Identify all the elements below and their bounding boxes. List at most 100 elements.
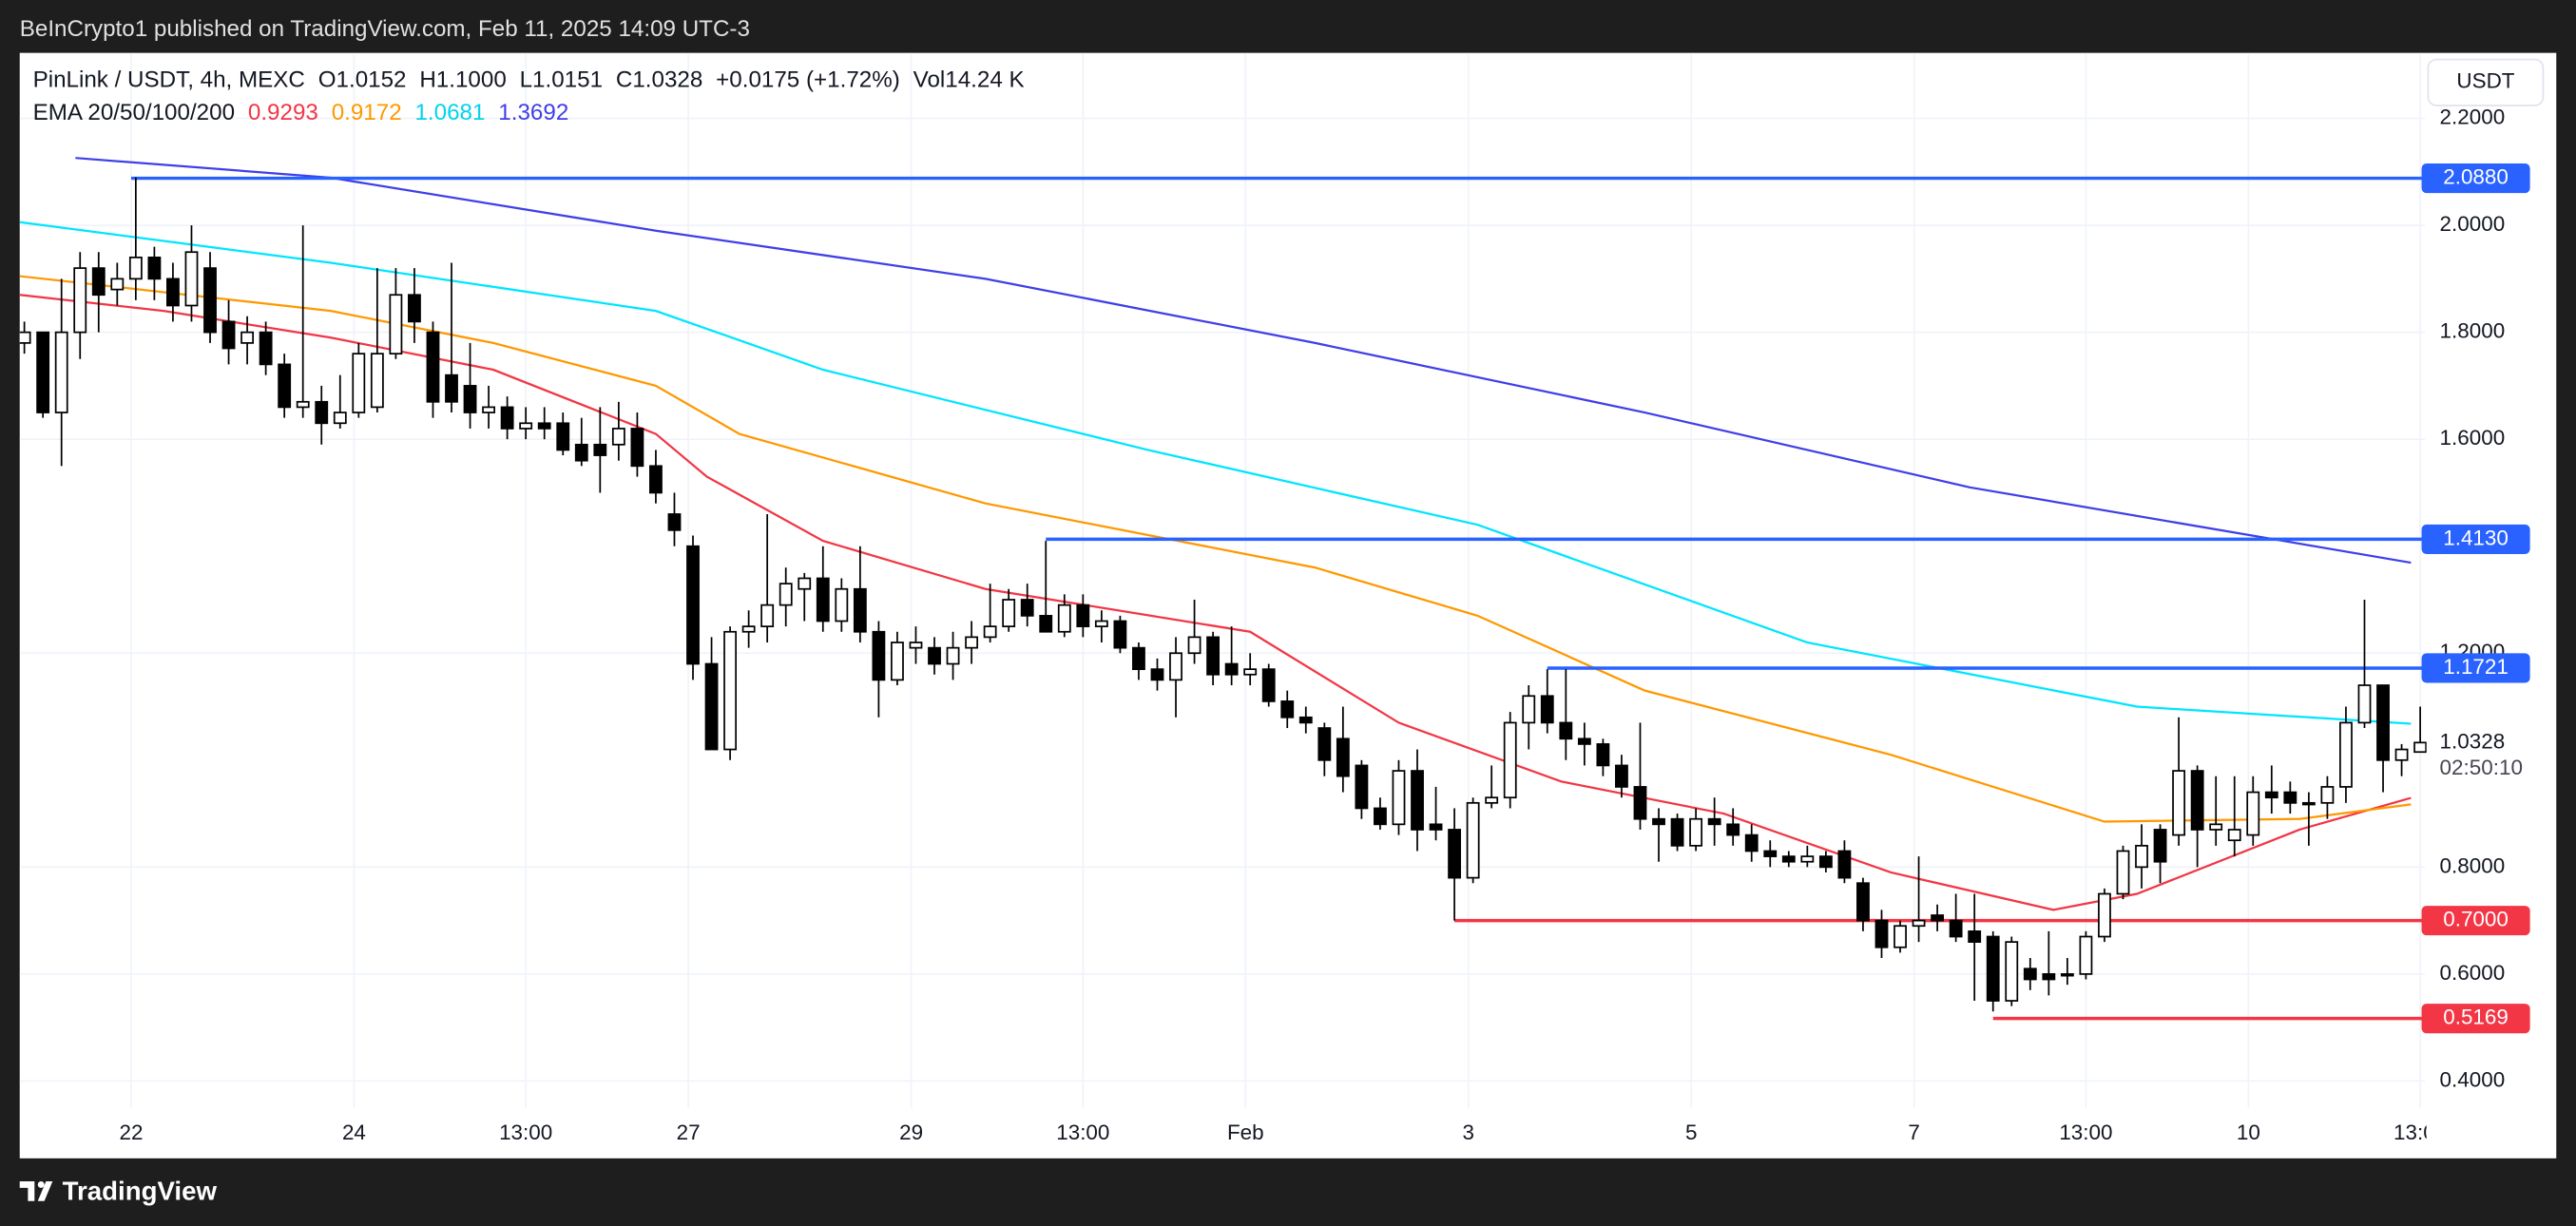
candle-body <box>166 278 180 307</box>
candle-body <box>1800 855 1815 863</box>
candle-body <box>1113 620 1127 649</box>
candle-body <box>1577 738 1591 745</box>
candle-body <box>1707 817 1721 826</box>
symbol-label: PinLink / USDT, 4h, MEXC <box>33 67 305 92</box>
x-axis: 22 24 13:00 27 29 13:00 Feb 3 5 7 13:00 10 13:00 <box>119 1121 2447 1144</box>
candle-body <box>704 662 719 751</box>
level-tag <box>2421 1004 2530 1034</box>
x-tick-label: 27 <box>677 1121 701 1144</box>
candle-body <box>2135 844 2148 869</box>
candle-body <box>2283 791 2297 804</box>
candle-body <box>1633 786 1647 820</box>
price-tags: 2.0880 1.4130 1.1721 0.7000 0.5169 1.0328 02:5… <box>2421 163 2530 1034</box>
candle-body <box>240 331 255 344</box>
x-tick-label: 13:00 <box>2393 1121 2447 1144</box>
candle-body <box>352 353 366 413</box>
level-tag-label: 2.0880 <box>2443 165 2509 189</box>
y-tick-label: 0.4000 <box>2440 1067 2506 1091</box>
candle-body <box>147 256 162 280</box>
candle-body <box>1094 620 1108 627</box>
candle-body <box>2413 741 2427 754</box>
candle-body <box>1243 668 1258 676</box>
candle-body <box>611 428 625 446</box>
candle-body <box>1856 882 1870 922</box>
candle-body <box>2320 786 2335 804</box>
y-tick-label: 1.8000 <box>2440 319 2506 343</box>
candle-body <box>1968 930 1982 943</box>
candle-body <box>2042 973 2056 981</box>
candle-body <box>1522 695 1536 724</box>
candle-body <box>1002 599 1016 627</box>
candle-body <box>983 625 997 639</box>
candle-body <box>1763 850 1778 857</box>
level-tag-label: 0.5169 <box>2443 1006 2509 1029</box>
candle-body <box>1912 919 1926 928</box>
candle-body <box>1392 770 1406 826</box>
candle-body <box>1485 796 1499 804</box>
ema-value: 0.9172 <box>332 100 402 125</box>
candle-body <box>630 428 644 468</box>
ema-line <box>75 157 2412 565</box>
candle-body <box>965 636 979 649</box>
currency-label[interactable]: USDT <box>2456 69 2514 93</box>
last-price-label: 1.0328 <box>2440 729 2506 753</box>
candle-body <box>73 267 87 334</box>
candle-body <box>19 331 31 344</box>
candle-body <box>2153 829 2167 863</box>
candle-body <box>667 513 682 531</box>
candle-body <box>296 400 310 409</box>
candle-body <box>1429 823 1443 831</box>
candle-body <box>928 646 941 665</box>
candle-body <box>556 422 570 451</box>
candle-body <box>2060 973 2074 977</box>
candle-body <box>1818 855 1833 869</box>
candle-body <box>1615 764 1628 788</box>
x-tick-label: 13:00 <box>2059 1121 2112 1144</box>
candle-body <box>2376 684 2390 761</box>
ohlc-item: L1.0151 <box>520 67 603 92</box>
candle-body <box>1781 855 1796 863</box>
candle-body <box>1596 743 1610 767</box>
candle-body <box>1931 914 1945 922</box>
x-tick-label: 13:00 <box>1056 1121 1109 1144</box>
candle-body <box>1949 919 1963 938</box>
currency-button[interactable] <box>2427 58 2545 106</box>
grid <box>19 54 2425 1108</box>
x-tick-label: 24 <box>342 1121 366 1144</box>
y-tick-label: 1.6000 <box>2440 426 2506 450</box>
candle-body <box>2339 721 2353 788</box>
candle-body <box>333 412 347 425</box>
candle-body <box>519 422 533 430</box>
candle-body <box>315 400 329 425</box>
candle-body <box>1187 636 1201 655</box>
candle-body <box>1298 716 1313 724</box>
candle-body <box>835 587 849 623</box>
candle-body <box>1411 770 1424 831</box>
candle-body <box>1466 801 1480 879</box>
candle-body <box>1874 919 1889 948</box>
ohlc-item: C1.0328 <box>616 67 702 92</box>
candle-body <box>1689 817 1703 847</box>
level-tag <box>2421 524 2530 554</box>
y-tick-label: 2.0000 <box>2440 212 2506 236</box>
candle-body <box>537 422 551 430</box>
legend: PinLink / USDT, 4h, MEXC O1.0152 H1.1000 L1… <box>33 67 1025 125</box>
candle-body <box>1132 646 1145 671</box>
ema-value: 1.0681 <box>414 100 485 125</box>
candle-body <box>2005 941 2019 1002</box>
candle-body <box>1894 925 1907 948</box>
candle-body <box>1020 599 1034 617</box>
candle-body <box>1169 652 1182 681</box>
candle-body <box>2246 791 2260 836</box>
level-tag-label: 0.7000 <box>2443 908 2509 931</box>
candle-body <box>574 443 588 462</box>
candle-body <box>686 545 700 665</box>
plot <box>19 157 2427 1021</box>
candle-body <box>2209 823 2223 831</box>
candle-body <box>1744 833 1759 852</box>
candle-body <box>1224 662 1239 676</box>
ohlc-item: +0.0175 (+1.72%) <box>716 67 900 92</box>
candle-body <box>891 642 904 681</box>
x-tick-label: Feb <box>1227 1121 1264 1144</box>
